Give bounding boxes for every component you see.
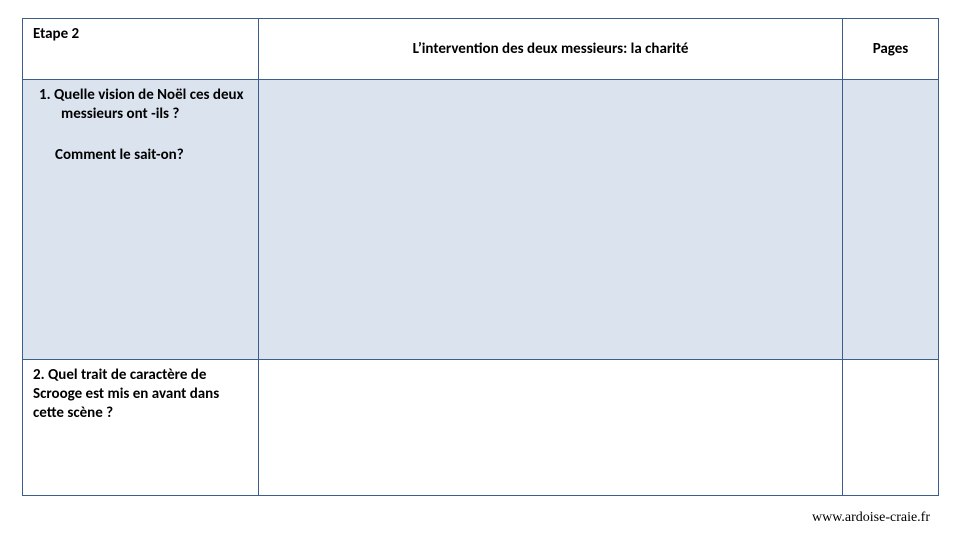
table-row: 1. Quelle vision de Noël ces deux messie… [23,80,939,360]
table-row: 2. Quel trait de caractère de Scrooge es… [23,360,939,496]
question-1-followup: Comment le sait-on? [33,146,248,165]
question-cell-1: 1. Quelle vision de Noël ces deux messie… [23,80,259,360]
question-1-text: 1. Quelle vision de Noël ces deux messie… [33,86,248,124]
footer-url: www.ardoise-craie.fr [812,510,930,526]
answer-cell-1 [259,80,843,360]
pages-cell-2 [843,360,939,496]
header-stage: Etape 2 [23,19,259,80]
header-title: L’intervention des deux messieurs: la ch… [259,19,843,80]
question-2-text: 2. Quel trait de caractère de Scrooge es… [33,366,219,422]
pages-cell-1 [843,80,939,360]
table-header-row: Etape 2 L’intervention des deux messieur… [23,19,939,80]
header-pages: Pages [843,19,939,80]
answer-cell-2 [259,360,843,496]
worksheet-table: Etape 2 L’intervention des deux messieur… [22,18,939,496]
question-cell-2: 2. Quel trait de caractère de Scrooge es… [23,360,259,496]
worksheet-page: Etape 2 L’intervention des deux messieur… [0,0,960,540]
